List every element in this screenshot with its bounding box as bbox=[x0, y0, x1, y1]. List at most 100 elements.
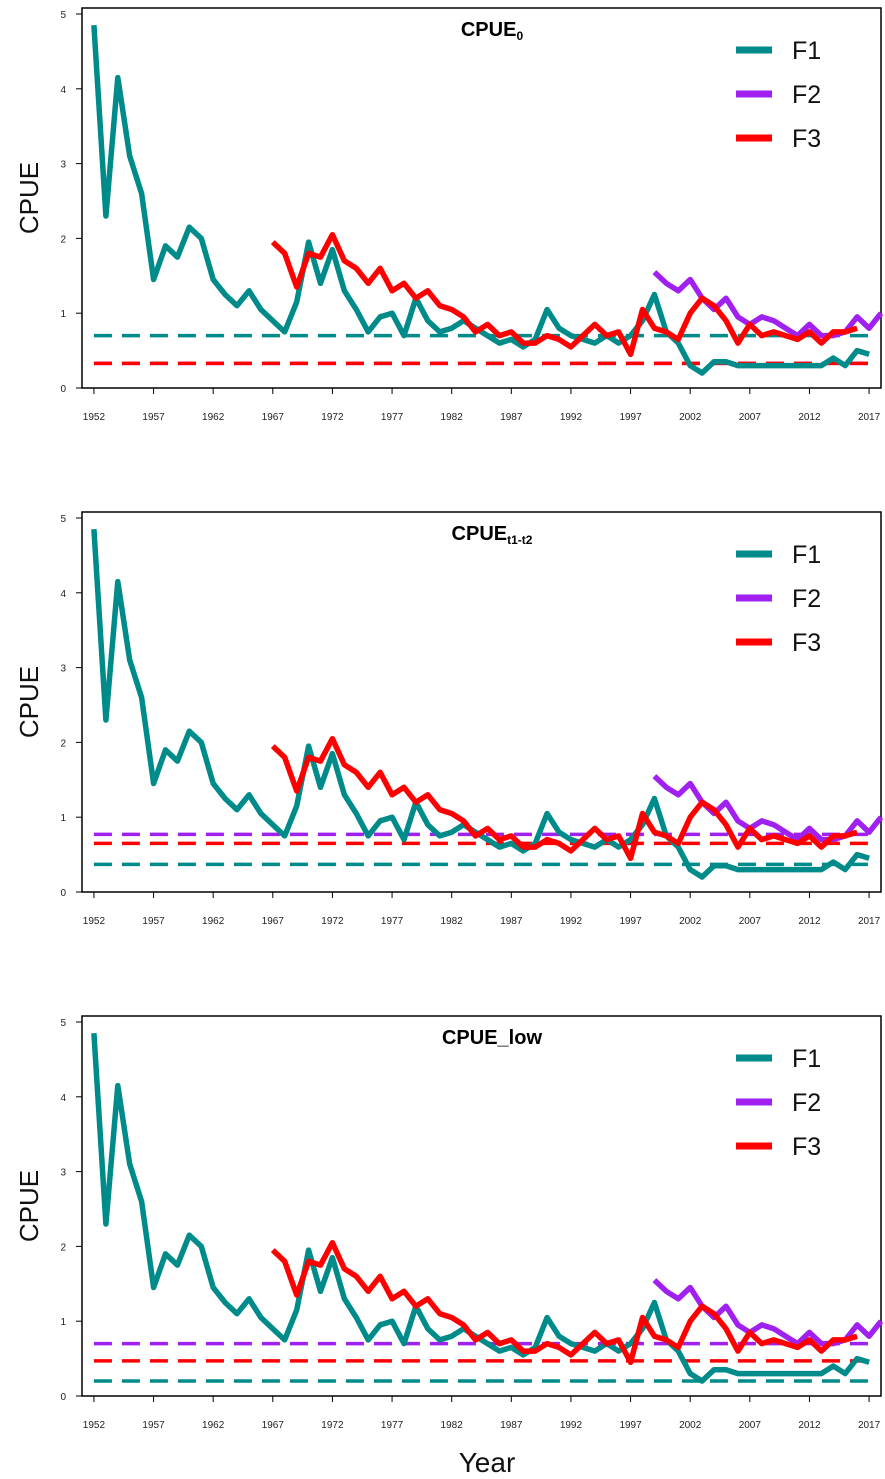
x-tick-label: 1977 bbox=[381, 412, 404, 423]
x-tick-label: 1962 bbox=[202, 1420, 225, 1431]
series-line-f2 bbox=[652, 774, 884, 843]
x-tick-label: 1997 bbox=[619, 1420, 642, 1431]
x-tick-label: 1977 bbox=[381, 1420, 404, 1431]
x-tick-label: 2012 bbox=[798, 1420, 821, 1431]
legend-label-f1: F1 bbox=[792, 541, 821, 569]
y-tick-label: 2 bbox=[60, 234, 66, 245]
x-tick-label: 1972 bbox=[321, 1420, 344, 1431]
panel-title-main: CPUE bbox=[461, 19, 517, 41]
x-tick-label: 1982 bbox=[441, 412, 464, 423]
x-tick-label: 1992 bbox=[560, 1420, 583, 1431]
x-tick-label: 1967 bbox=[262, 412, 285, 423]
x-tick-label: 1957 bbox=[142, 412, 165, 423]
x-tick-label: 1967 bbox=[262, 1420, 285, 1431]
legend-label-f1: F1 bbox=[792, 1045, 821, 1073]
y-tick-label: 2 bbox=[60, 738, 66, 749]
legend: F1 F2 F3 bbox=[736, 37, 821, 153]
x-tick-label: 2007 bbox=[739, 916, 762, 927]
panel-title-main: CPUE_low bbox=[442, 1027, 542, 1049]
x-axis-label: Year bbox=[459, 1447, 516, 1478]
panel-title: CPUE0 bbox=[461, 19, 524, 43]
x-tick-label: 2017 bbox=[858, 412, 881, 423]
y-axis-label: CPUE bbox=[14, 666, 44, 738]
x-tick-label: 1997 bbox=[619, 412, 642, 423]
y-tick-label: 1 bbox=[60, 1317, 66, 1328]
plot-frame bbox=[81, 1015, 882, 1397]
panel-2: 0 1 2 3 4 5 1952 1957 1962 1967 1972 1977 1982 1987 19… bbox=[14, 511, 884, 927]
x-tick-label: 1972 bbox=[321, 412, 344, 423]
y-tick-label: 0 bbox=[60, 888, 66, 899]
y-tick-label: 3 bbox=[60, 160, 66, 171]
x-tick-label: 2002 bbox=[679, 916, 702, 927]
series-line-f1 bbox=[91, 1033, 870, 1384]
y-tick-label: 5 bbox=[60, 10, 66, 21]
x-tick-label: 1952 bbox=[83, 916, 106, 927]
x-tick-label: 1992 bbox=[560, 412, 583, 423]
legend-label-f2: F2 bbox=[792, 1089, 821, 1117]
y-tick-label: 4 bbox=[60, 85, 66, 96]
y-axis-label: CPUE bbox=[14, 162, 44, 234]
x-tick-label: 2012 bbox=[798, 412, 821, 423]
x-tick-label: 1982 bbox=[441, 916, 464, 927]
y-tick-label: 0 bbox=[60, 1392, 66, 1403]
legend-label-f3: F3 bbox=[792, 125, 821, 153]
y-tick-label: 3 bbox=[60, 1168, 66, 1179]
y-tick-label: 5 bbox=[60, 1018, 66, 1029]
series-line-f3 bbox=[270, 231, 858, 358]
x-tick-label: 2017 bbox=[858, 1420, 881, 1431]
x-tick-label: 2017 bbox=[858, 916, 881, 927]
series-line-f2 bbox=[652, 270, 884, 339]
y-tick-label: 0 bbox=[60, 384, 66, 395]
x-tick-label: 1987 bbox=[500, 412, 523, 423]
panel-title-main: CPUE bbox=[452, 523, 508, 545]
x-tick-label: 1957 bbox=[142, 916, 165, 927]
y-tick-label: 5 bbox=[60, 514, 66, 525]
plot-frame bbox=[81, 511, 882, 893]
panel-title: CPUEt1-t2 bbox=[452, 523, 533, 547]
plot-frame bbox=[81, 7, 882, 389]
x-tick-label: 1987 bbox=[500, 1420, 523, 1431]
legend-label-f2: F2 bbox=[792, 585, 821, 613]
y-tick-label: 1 bbox=[60, 813, 66, 824]
series-line-f2 bbox=[652, 1278, 884, 1347]
panel-title: CPUE_low bbox=[442, 1027, 542, 1049]
x-tick-label: 1952 bbox=[83, 412, 106, 423]
x-tick-label: 1977 bbox=[381, 916, 404, 927]
x-tick-label: 1987 bbox=[500, 916, 523, 927]
x-tick-label: 2012 bbox=[798, 916, 821, 927]
x-tick-label: 1992 bbox=[560, 916, 583, 927]
panel-3: 0 1 2 3 4 5 1952 1957 1962 1967 1972 1977 1982 1987 19… bbox=[14, 1015, 884, 1431]
legend: F1 F2 F3 bbox=[736, 541, 821, 657]
x-tick-label: 1997 bbox=[619, 916, 642, 927]
legend: F1 F2 F3 bbox=[736, 1045, 821, 1161]
x-tick-label: 1957 bbox=[142, 1420, 165, 1431]
legend-label-f2: F2 bbox=[792, 81, 821, 109]
legend-label-f3: F3 bbox=[792, 629, 821, 657]
legend-label-f1: F1 bbox=[792, 37, 821, 65]
panel-title-subscript: t1-t2 bbox=[507, 533, 533, 547]
x-tick-label: 2002 bbox=[679, 412, 702, 423]
y-axis-label: CPUE bbox=[14, 1170, 44, 1242]
x-tick-label: 1972 bbox=[321, 916, 344, 927]
series-line-f1 bbox=[91, 25, 870, 376]
panel-1: 0 1 2 3 4 5 1952 1957 1962 1967 1972 1977 1982 1987 19… bbox=[14, 7, 884, 423]
x-tick-label: 2007 bbox=[739, 412, 762, 423]
y-tick-label: 4 bbox=[60, 589, 66, 600]
legend-label-f3: F3 bbox=[792, 1133, 821, 1161]
x-tick-label: 1982 bbox=[441, 1420, 464, 1431]
x-tick-label: 2007 bbox=[739, 1420, 762, 1431]
series-line-f1 bbox=[91, 529, 870, 880]
x-tick-label: 1962 bbox=[202, 916, 225, 927]
x-tick-label: 2002 bbox=[679, 1420, 702, 1431]
y-tick-label: 4 bbox=[60, 1093, 66, 1104]
y-tick-label: 1 bbox=[60, 309, 66, 320]
y-tick-label: 3 bbox=[60, 664, 66, 675]
x-tick-label: 1962 bbox=[202, 412, 225, 423]
panel-title-subscript: 0 bbox=[516, 29, 523, 43]
series-line-f3 bbox=[270, 1239, 858, 1366]
y-tick-label: 2 bbox=[60, 1242, 66, 1253]
x-tick-label: 1952 bbox=[83, 1420, 106, 1431]
series-line-f3 bbox=[270, 735, 858, 862]
x-tick-label: 1967 bbox=[262, 916, 285, 927]
